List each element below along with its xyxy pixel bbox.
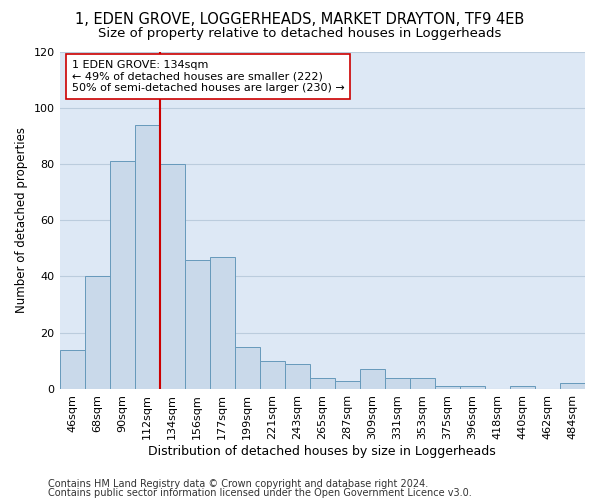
Bar [435,386,460,389]
Bar [385,378,410,389]
Bar [209,257,235,389]
Bar [160,164,185,389]
Bar [110,161,134,389]
Bar [560,384,585,389]
Bar [510,386,535,389]
X-axis label: Distribution of detached houses by size in Loggerheads: Distribution of detached houses by size … [148,444,496,458]
Bar [235,347,260,389]
Text: 1, EDEN GROVE, LOGGERHEADS, MARKET DRAYTON, TF9 4EB: 1, EDEN GROVE, LOGGERHEADS, MARKET DRAYT… [76,12,524,28]
Bar [260,361,285,389]
Bar [185,260,209,389]
Bar [85,276,110,389]
Y-axis label: Number of detached properties: Number of detached properties [15,127,28,313]
Bar [460,386,485,389]
Bar [310,378,335,389]
Bar [360,370,385,389]
Text: 1 EDEN GROVE: 134sqm
← 49% of detached houses are smaller (222)
50% of semi-deta: 1 EDEN GROVE: 134sqm ← 49% of detached h… [72,60,345,93]
Bar [59,350,85,389]
Bar [335,380,360,389]
Text: Contains HM Land Registry data © Crown copyright and database right 2024.: Contains HM Land Registry data © Crown c… [48,479,428,489]
Bar [285,364,310,389]
Bar [410,378,435,389]
Text: Size of property relative to detached houses in Loggerheads: Size of property relative to detached ho… [98,28,502,40]
Text: Contains public sector information licensed under the Open Government Licence v3: Contains public sector information licen… [48,488,472,498]
Bar [134,124,160,389]
